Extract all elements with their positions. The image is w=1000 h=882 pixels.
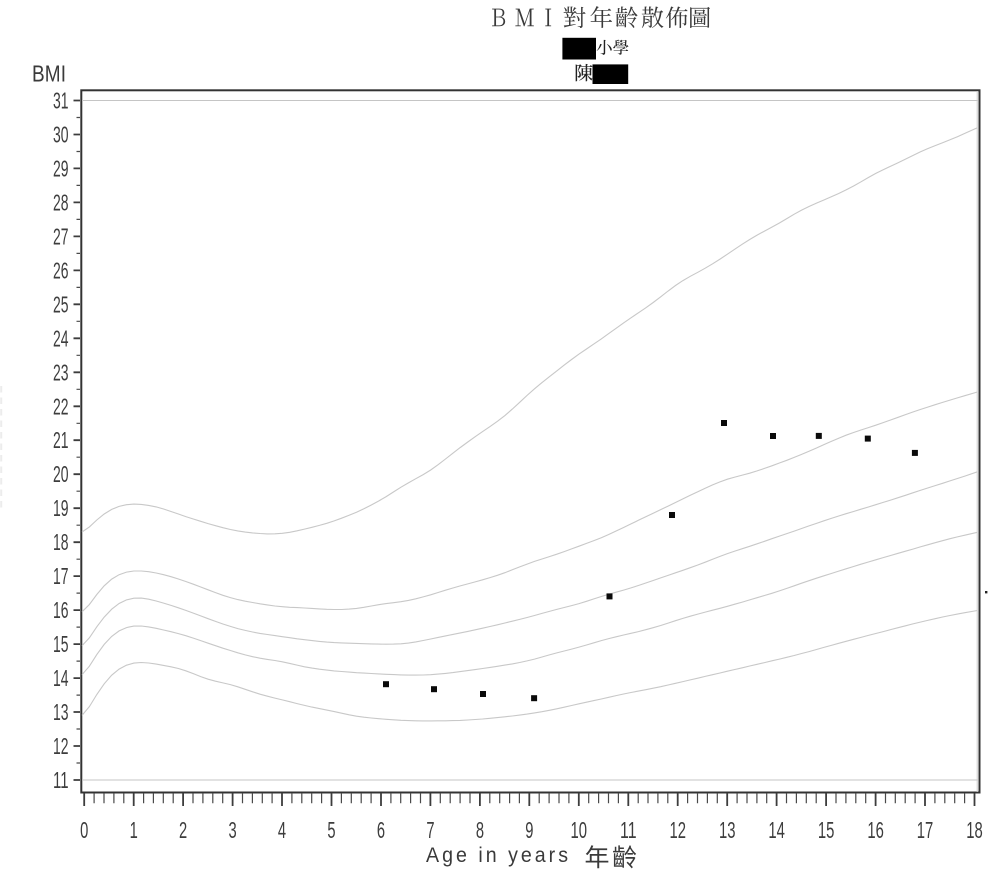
- svg-text:17: 17: [53, 563, 69, 588]
- svg-text:20: 20: [53, 462, 69, 487]
- svg-text:28: 28: [53, 190, 69, 215]
- svg-text:30: 30: [53, 122, 69, 147]
- svg-text:19: 19: [53, 496, 69, 521]
- svg-text:14: 14: [53, 665, 69, 690]
- svg-text:13: 13: [719, 818, 736, 844]
- svg-text:17: 17: [917, 818, 934, 844]
- svg-text:10: 10: [571, 818, 588, 844]
- svg-text:26: 26: [53, 258, 69, 283]
- svg-text:23: 23: [53, 360, 69, 385]
- svg-text:9: 9: [525, 818, 533, 844]
- svg-text:4: 4: [278, 818, 286, 844]
- svg-text:21: 21: [53, 428, 69, 453]
- svg-text:BMI: BMI: [32, 62, 66, 87]
- svg-text:18: 18: [966, 818, 983, 844]
- svg-text:15: 15: [53, 631, 69, 656]
- svg-text:16: 16: [867, 818, 884, 844]
- svg-text:15: 15: [818, 818, 835, 844]
- svg-text:8: 8: [476, 818, 484, 844]
- svg-text:12: 12: [669, 818, 686, 844]
- svg-text:31: 31: [53, 88, 69, 113]
- svg-text:14: 14: [768, 818, 785, 844]
- svg-text:29: 29: [53, 156, 69, 181]
- svg-text:0: 0: [80, 818, 88, 844]
- svg-text:18: 18: [53, 530, 69, 555]
- svg-text:24: 24: [53, 326, 69, 351]
- svg-text:16: 16: [53, 597, 69, 622]
- svg-text:6: 6: [377, 818, 385, 844]
- svg-text:12: 12: [53, 733, 69, 758]
- svg-text:2: 2: [179, 818, 187, 844]
- svg-text:3: 3: [229, 818, 237, 844]
- svg-text:5: 5: [327, 818, 335, 844]
- svg-text:1: 1: [130, 818, 138, 844]
- svg-text:27: 27: [53, 224, 69, 249]
- svg-text:22: 22: [53, 394, 69, 419]
- svg-text:25: 25: [53, 292, 69, 317]
- svg-text:11: 11: [53, 767, 69, 792]
- svg-text:11: 11: [620, 818, 637, 844]
- svg-text:13: 13: [53, 699, 69, 724]
- svg-text:7: 7: [426, 818, 434, 844]
